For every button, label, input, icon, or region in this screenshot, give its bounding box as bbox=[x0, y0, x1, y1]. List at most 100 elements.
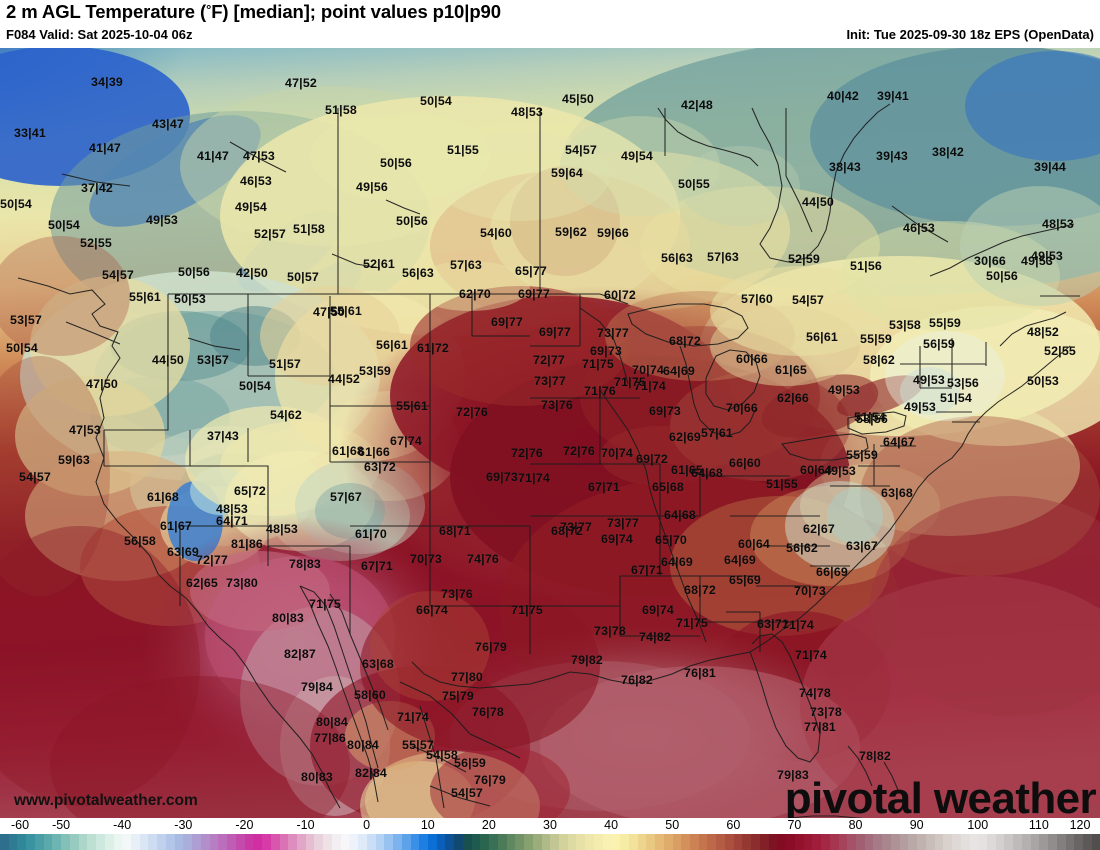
point-value: 40|42 bbox=[826, 89, 860, 103]
point-value: 53|56 bbox=[946, 376, 980, 390]
point-value: 76|81 bbox=[683, 666, 717, 680]
colorbar-swatch bbox=[253, 834, 263, 850]
point-value: 56|61 bbox=[375, 338, 409, 352]
point-value: 64|69 bbox=[662, 364, 696, 378]
colorbar-swatch bbox=[0, 834, 9, 850]
point-value: 39|41 bbox=[876, 89, 910, 103]
colorbar-swatch bbox=[305, 834, 315, 850]
point-value: 48|53 bbox=[510, 105, 544, 119]
colorbar-swatch bbox=[864, 834, 874, 850]
colorbar-tick: -10 bbox=[296, 818, 315, 832]
point-value: 64|68 bbox=[663, 508, 697, 522]
point-value: 37|43 bbox=[206, 429, 240, 443]
colorbar-swatch bbox=[227, 834, 236, 850]
colorbar-swatch bbox=[794, 834, 804, 850]
colorbar-swatch bbox=[978, 834, 987, 850]
point-value: 73|77 bbox=[596, 326, 630, 340]
colorbar-swatch bbox=[419, 834, 428, 850]
point-value: 71|74 bbox=[633, 379, 667, 393]
colorbar-swatch bbox=[165, 834, 175, 850]
colorbar[interactable]: -60 -50 -40 -30 -20 -10 0 10 20 30 40 50 60 70 80 90 100… bbox=[0, 818, 1100, 850]
colorbar-swatch bbox=[742, 834, 752, 850]
point-value: 55|61 bbox=[329, 304, 363, 318]
point-value: 56|63 bbox=[660, 251, 694, 265]
colorbar-swatch bbox=[401, 834, 411, 850]
point-value: 49|54 bbox=[620, 149, 654, 163]
map-canvas[interactable]: 34|39 33|41 41|47 37|42 43|47 41|47 47|53 46|53… bbox=[0, 46, 1100, 818]
point-value: 62|70 bbox=[458, 287, 492, 301]
point-value: 55|61 bbox=[128, 290, 162, 304]
colorbar-swatch bbox=[471, 834, 481, 850]
colorbar-swatch bbox=[1074, 834, 1084, 850]
colorbar-swatch bbox=[34, 834, 44, 850]
point-value: 45|50 bbox=[561, 92, 595, 106]
colorbar-swatch bbox=[410, 834, 420, 850]
point-value: 64|69 bbox=[660, 555, 694, 569]
colorbar-tick: 80 bbox=[848, 818, 863, 832]
point-value: 52|57 bbox=[253, 227, 287, 241]
colorbar-swatch bbox=[480, 834, 490, 850]
point-value: 48|52 bbox=[1026, 325, 1060, 339]
point-value: 59|66 bbox=[596, 226, 630, 240]
title-main-text: 2 m AGL Temperature ( bbox=[6, 1, 207, 22]
point-value: 39|44 bbox=[1033, 160, 1067, 174]
colorbar-tick: 50 bbox=[665, 818, 680, 832]
colorbar-swatch bbox=[550, 834, 559, 850]
colorbar-swatch bbox=[436, 834, 446, 850]
point-value: 39|43 bbox=[875, 149, 909, 163]
point-value: 73|80 bbox=[225, 576, 259, 590]
colorbar-swatch bbox=[995, 834, 1005, 850]
point-value: 55|57 bbox=[401, 738, 435, 752]
colorbar-swatch bbox=[515, 834, 525, 850]
point-value: 63|72 bbox=[363, 460, 397, 474]
point-value: 49|53 bbox=[145, 213, 179, 227]
colorbar-swatch bbox=[567, 834, 577, 850]
point-value: 61|65 bbox=[670, 463, 704, 477]
point-value: 74|76 bbox=[466, 552, 500, 566]
point-value: 74|82 bbox=[638, 630, 672, 644]
degree-symbol: ° bbox=[206, 2, 212, 17]
point-value: 73|76 bbox=[540, 398, 574, 412]
colorbar-swatch bbox=[524, 834, 533, 850]
colorbar-swatch bbox=[78, 834, 88, 850]
point-value: 61|68 bbox=[331, 444, 365, 458]
point-value: 73|77 bbox=[559, 520, 593, 534]
colorbar-swatch bbox=[445, 834, 455, 850]
point-value: 43|47 bbox=[151, 117, 185, 131]
colorbar-swatch bbox=[462, 834, 472, 850]
point-value: 69|72 bbox=[635, 452, 669, 466]
point-value: 77|86 bbox=[313, 731, 347, 745]
colorbar-swatch bbox=[585, 834, 594, 850]
point-value: 59|64 bbox=[550, 166, 584, 180]
colorbar-swatch bbox=[497, 834, 507, 850]
point-value: 38|42 bbox=[931, 145, 965, 159]
colorbar-swatch bbox=[1013, 834, 1022, 850]
point-value: 76|79 bbox=[473, 773, 507, 787]
colorbar-gradient bbox=[0, 834, 1100, 850]
point-value: 49|54 bbox=[234, 200, 268, 214]
point-value: 65|72 bbox=[233, 484, 267, 498]
colorbar-swatch bbox=[174, 834, 184, 850]
point-value: 69|73 bbox=[485, 470, 519, 484]
point-value: 56|59 bbox=[453, 756, 487, 770]
colorbar-swatch bbox=[244, 834, 254, 850]
point-value: 71|75 bbox=[613, 375, 647, 389]
point-value: 80|84 bbox=[315, 715, 349, 729]
point-value: 68|71 bbox=[438, 524, 472, 538]
point-value: 76|78 bbox=[471, 705, 505, 719]
point-value: 80|83 bbox=[300, 770, 334, 784]
point-value: 50|57 bbox=[286, 270, 320, 284]
point-value: 54|58 bbox=[425, 748, 459, 762]
point-value: 65|70 bbox=[654, 533, 688, 547]
point-value: 71|75 bbox=[308, 597, 342, 611]
site-url-watermark[interactable]: www.pivotalweather.com bbox=[14, 792, 198, 809]
colorbar-swatch bbox=[323, 834, 332, 850]
point-value: 66|74 bbox=[415, 603, 449, 617]
point-value: 57|60 bbox=[740, 292, 774, 306]
colorbar-swatch bbox=[454, 834, 463, 850]
colorbar-tick: 10 bbox=[420, 818, 435, 832]
colorbar-swatch bbox=[899, 834, 909, 850]
colorbar-swatch bbox=[1021, 834, 1031, 850]
point-value: 76|82 bbox=[620, 673, 654, 687]
